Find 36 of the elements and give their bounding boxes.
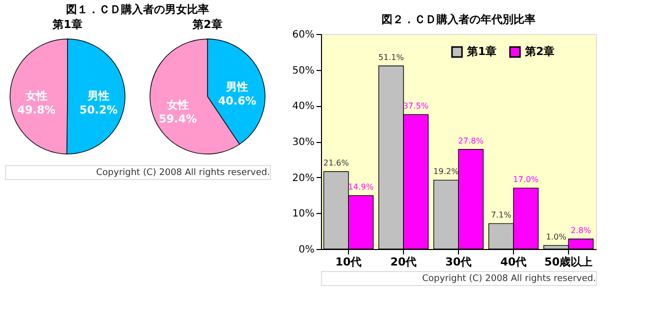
x-tick-label: 10代: [335, 256, 362, 268]
y-tick-label: 50%: [292, 65, 314, 76]
y-tick-label: 30%: [292, 137, 314, 148]
chart-subtitle: 第1章: [52, 18, 82, 31]
data-label: 7.1%: [490, 210, 512, 220]
y-tick-label: 20%: [292, 172, 314, 184]
x-tick-label: 30代: [445, 256, 472, 268]
data-label: 14.9%: [348, 182, 374, 192]
data-label: 17.0%: [513, 175, 539, 184]
slice-label: 男性: [86, 90, 110, 103]
data-label: 40.6%: [218, 94, 256, 108]
chart-title: 図１．ＣＤ購入者の男女比率: [66, 3, 209, 16]
slice-label: 男性: [225, 80, 248, 94]
slice-label: 女性: [24, 89, 48, 102]
x-tick-label: 20代: [390, 256, 417, 268]
data-label: 51.1%: [378, 52, 404, 62]
y-tick-label: 60%: [292, 30, 314, 40]
data-label: 2.8%: [570, 226, 592, 235]
text: Copyright (C) 2008 All rights reserved.: [422, 274, 596, 284]
x-tick-label: 50歳以上: [544, 256, 593, 268]
slice-label: 女性: [166, 98, 189, 112]
y-tick-label: 40%: [292, 101, 314, 112]
chart-title: 第2章: [192, 18, 222, 31]
data-label: 50.2%: [79, 104, 118, 117]
data-label: 27.8%: [458, 136, 484, 146]
data-label: 21.6%: [323, 158, 350, 168]
y-tick-label: 0%: [298, 244, 314, 256]
text: Copyright (C) 2008 All rights reserved.: [96, 168, 270, 178]
data-label: 49.8%: [17, 103, 56, 116]
legend-label: 第2章: [524, 45, 555, 58]
legend-label: 第1章: [466, 45, 497, 58]
data-label: 59.4%: [158, 112, 197, 126]
x-tick-label: 40代: [500, 256, 527, 268]
data-label: 1.0%: [546, 232, 567, 242]
chart-title: 図２．ＣＤ購入者の年代別比率: [382, 13, 536, 26]
y-tick-label: 10%: [292, 208, 314, 220]
